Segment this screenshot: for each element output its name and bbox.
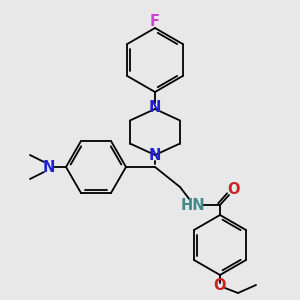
- Text: F: F: [150, 14, 160, 29]
- Text: N: N: [43, 160, 55, 175]
- Text: O: O: [214, 278, 226, 292]
- Text: O: O: [228, 182, 240, 196]
- Text: N: N: [149, 100, 161, 116]
- Text: HN: HN: [181, 197, 205, 212]
- Text: N: N: [149, 148, 161, 164]
